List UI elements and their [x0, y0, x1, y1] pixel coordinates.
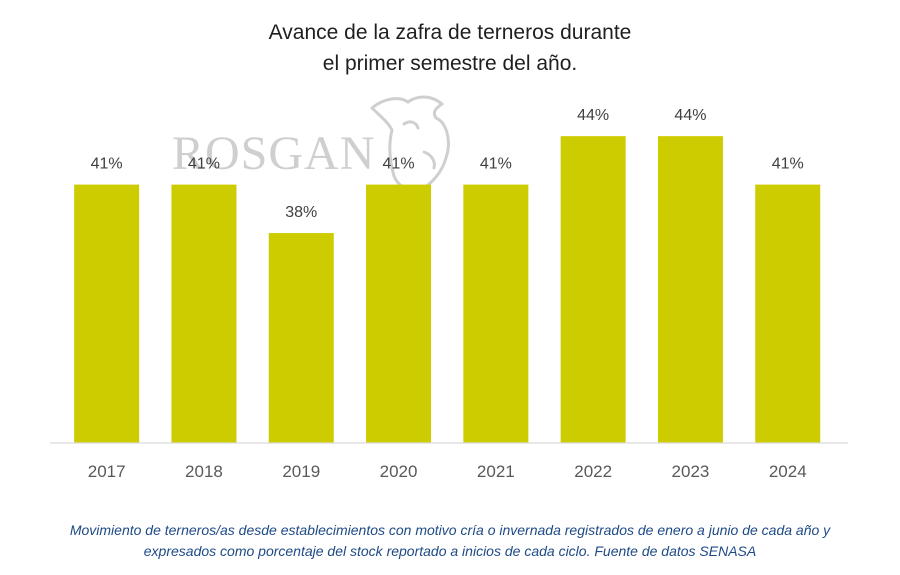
value-label-2020: 41%: [383, 156, 415, 173]
bar-2023: [657, 136, 723, 443]
cow-head-logo-icon: [370, 95, 450, 192]
x-tick-label-2020: 2020: [380, 462, 418, 481]
x-tick-label-2018: 2018: [185, 462, 223, 481]
x-tick-label-2019: 2019: [282, 462, 320, 481]
value-label-2024: 41%: [772, 156, 804, 173]
bar-2020: [366, 184, 432, 443]
x-tick-label-2021: 2021: [477, 462, 515, 481]
value-label-2021: 41%: [480, 156, 512, 173]
bar-2019: [268, 233, 334, 443]
x-tick-label-2017: 2017: [88, 462, 126, 481]
caption-line1: Movimiento de terneros/as desde establec…: [69, 522, 831, 538]
bar-2022: [560, 136, 626, 443]
x-tick-label-2023: 2023: [672, 462, 710, 481]
value-label-2018: 41%: [188, 156, 220, 173]
value-labels-group: 41% 41% 38% 41% 41% 44% 44% 41%: [91, 107, 804, 221]
caption-line2: expresados como porcentaje del stock rep…: [143, 543, 757, 559]
value-label-2019: 38%: [285, 204, 317, 221]
value-label-2017: 41%: [91, 156, 123, 173]
x-tick-label-2022: 2022: [574, 462, 612, 481]
bars-group: [74, 136, 821, 443]
rosgan-logo: ROSGAN: [172, 127, 376, 180]
value-label-2023: 44%: [674, 107, 706, 124]
x-tick-label-2024: 2024: [769, 462, 807, 481]
bar-2017: [74, 184, 140, 443]
value-label-2022: 44%: [577, 107, 609, 124]
bar-2021: [463, 184, 529, 443]
chart-title-line1: Avance de la zafra de terneros durante: [268, 21, 632, 44]
bar-2018: [171, 184, 237, 443]
x-tick-labels-group: 2017 2018 2019 2020 2021 2022 2023 2024: [88, 462, 807, 481]
bar-2024: [755, 184, 821, 443]
chart-title-line2: el primer semestre del año.: [322, 52, 578, 75]
